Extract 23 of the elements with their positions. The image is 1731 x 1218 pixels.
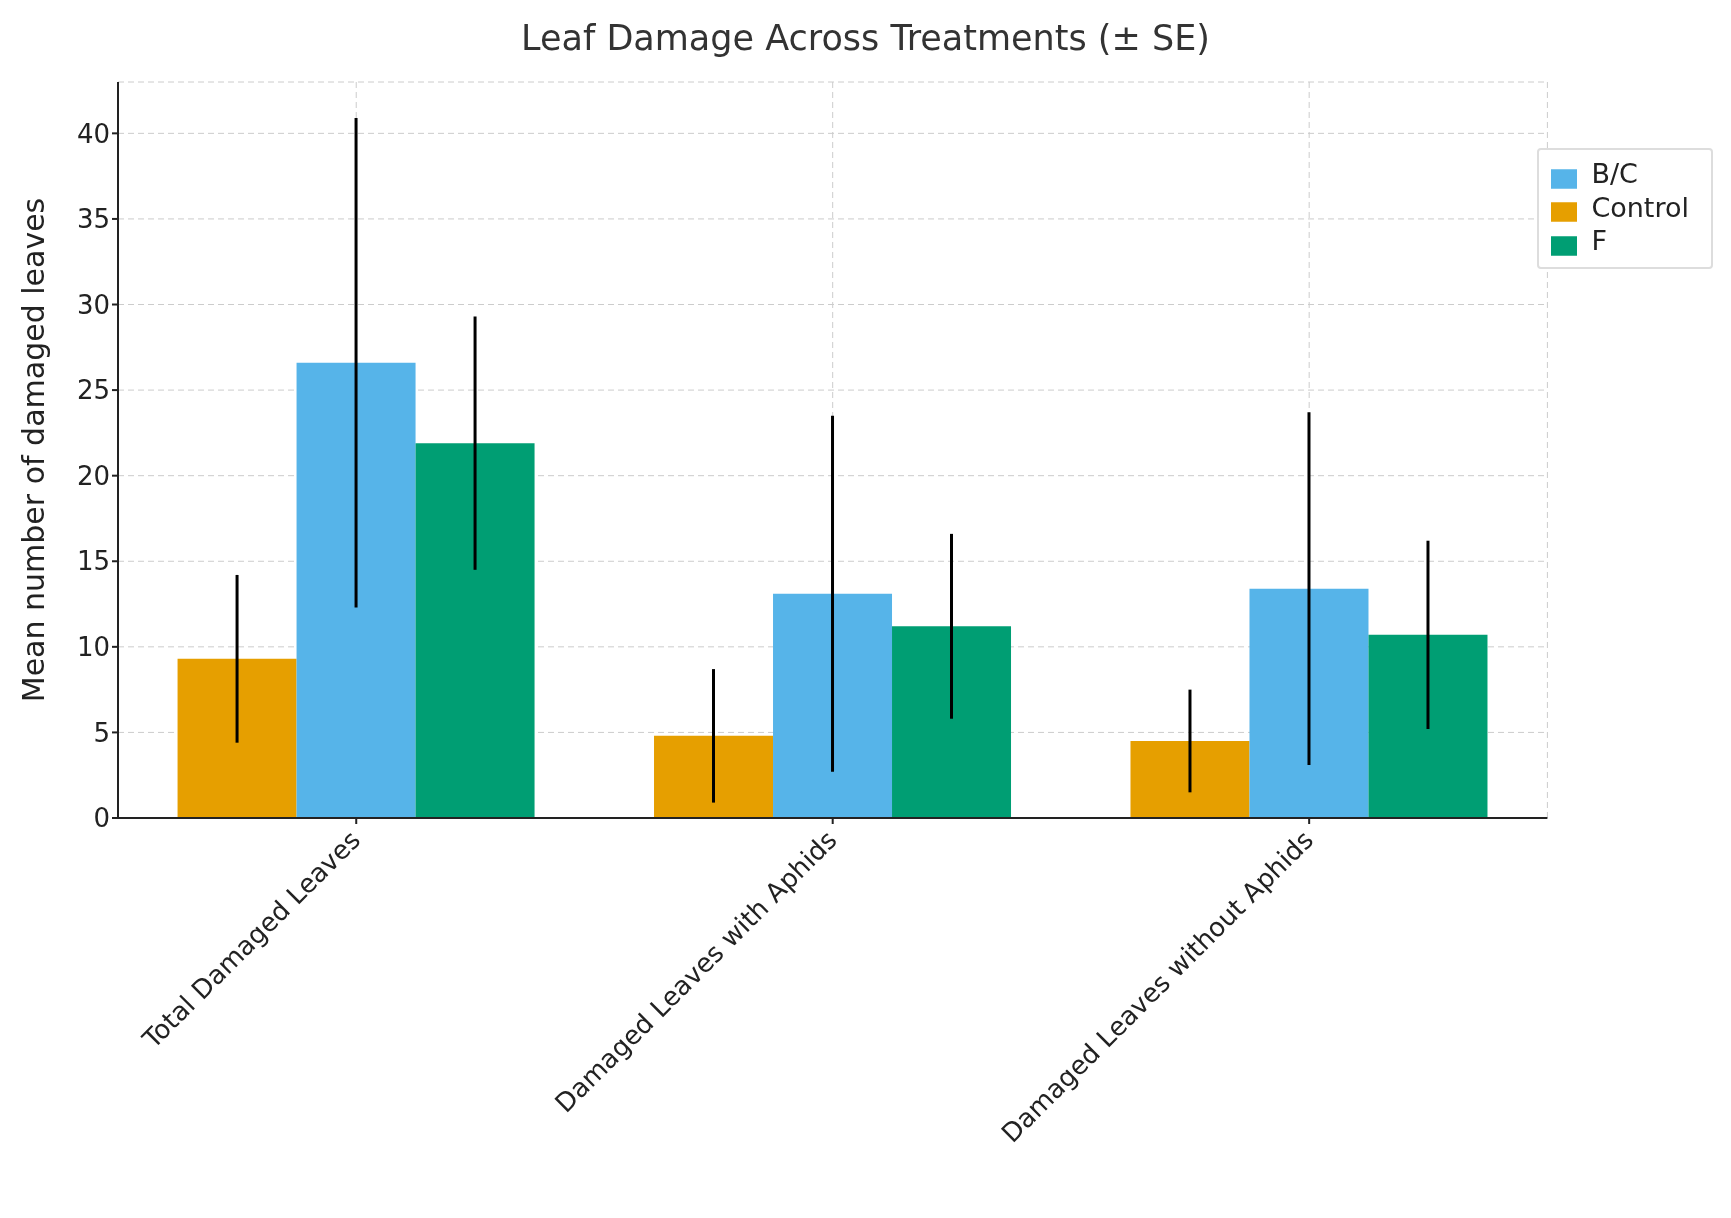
bar: [415, 443, 535, 818]
bar: [654, 735, 774, 818]
bar: [177, 658, 297, 818]
legend-label: B/C: [1591, 158, 1638, 189]
legend-label: Control: [1591, 191, 1689, 223]
bar: [1249, 588, 1369, 818]
y-tick-label: 5: [93, 717, 110, 748]
y-tick-label: 20: [76, 460, 110, 491]
y-tick-label: 30: [76, 289, 110, 320]
y-axis-title: Mean number of damaged leaves: [15, 197, 51, 703]
y-tick-label: 40: [76, 118, 110, 149]
bar: [773, 593, 893, 818]
legend-label: F: [1591, 225, 1607, 256]
y-tick-label: 15: [76, 546, 110, 577]
y-tick-label: 0: [93, 803, 110, 834]
bar: [1130, 740, 1250, 818]
chart-title: Leaf Damage Across Treatments (± SE): [520, 17, 1211, 60]
y-tick-label: 10: [76, 632, 110, 663]
bar: [296, 362, 416, 818]
bar: [892, 626, 1012, 818]
bar: [1368, 634, 1488, 818]
y-tick-label: 25: [76, 375, 110, 406]
y-tick-label: 35: [76, 204, 110, 235]
